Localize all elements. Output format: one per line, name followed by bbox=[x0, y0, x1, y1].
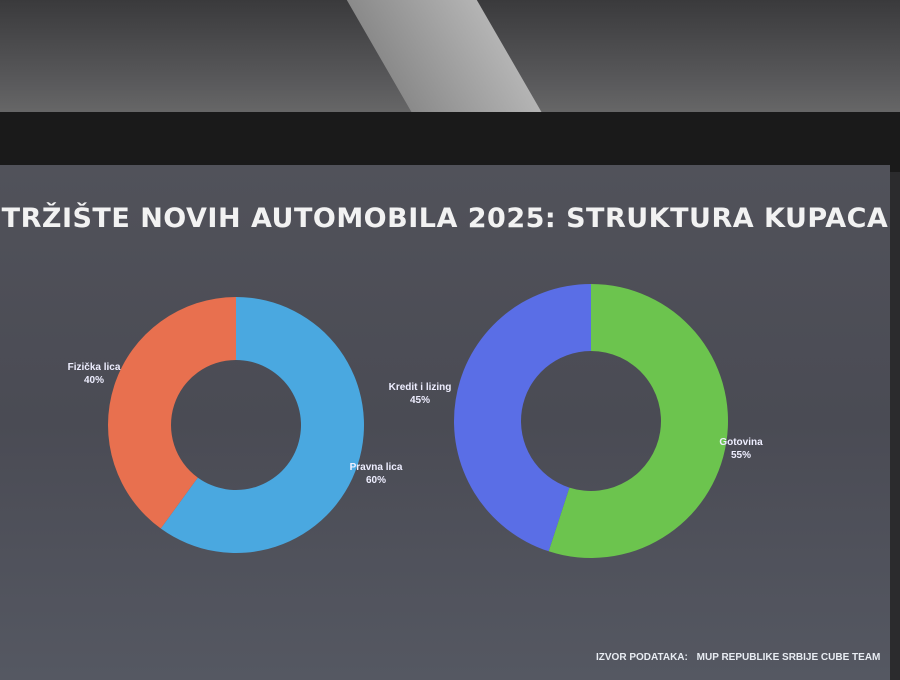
donut-slice-kredit-i-lizing bbox=[454, 283, 591, 552]
source-value: MUP REPUBLIKE SRBIJE CUBE TEAM bbox=[696, 652, 881, 663]
slice-label: Kredit i lizing 45% bbox=[389, 382, 452, 406]
projector-screen: TRŽIŠTE NOVIH AUTOMOBILA 2025: STRUKTURA… bbox=[0, 165, 890, 680]
donut-slice-fizi-ka-lica bbox=[108, 297, 236, 529]
donut-slice-gotovina bbox=[548, 284, 729, 558]
source-note: IZVOR PODATAKA: MUP REPUBLIKE SRBIJE CUB… bbox=[596, 652, 886, 663]
wall bbox=[0, 112, 900, 172]
slice-label: Pravna lica 60% bbox=[350, 462, 403, 486]
slice-label: Fizička lica 40% bbox=[68, 362, 121, 386]
donut-charts: Pravna lica 60% Fizička lica 40% Gotovina 55%… bbox=[68, 283, 763, 558]
source-label: IZVOR PODATAKA: bbox=[596, 652, 688, 663]
donut-slice-pravna-lica bbox=[160, 297, 365, 553]
slide-title: TRŽIŠTE NOVIH AUTOMOBILA 2025: STRUKTURA… bbox=[1, 203, 889, 234]
slice-label: Gotovina 55% bbox=[719, 437, 763, 461]
